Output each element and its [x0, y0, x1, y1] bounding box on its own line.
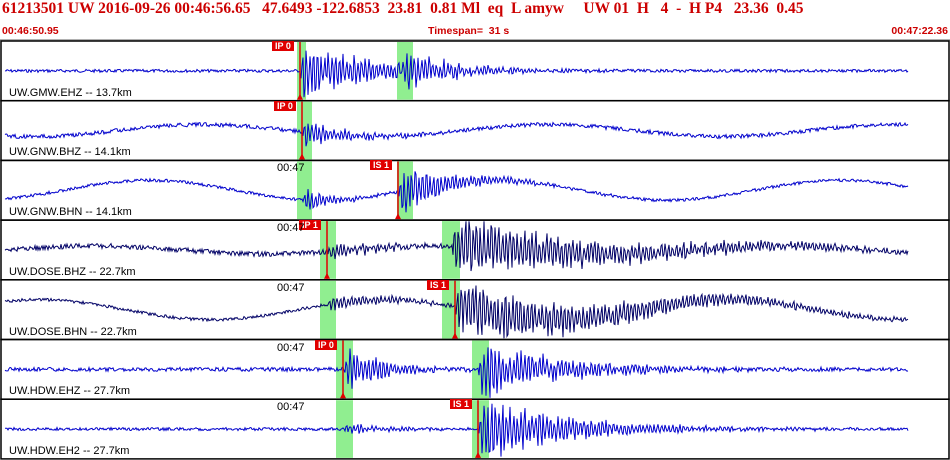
waveform-trace: [4, 347, 909, 398]
pick-label[interactable]: IP 1: [299, 220, 321, 231]
phase-window[interactable]: [320, 280, 336, 339]
station-channel-label: UW.GNW.BHZ -- 14.1km: [9, 146, 131, 159]
pick-arrow-icon: [452, 332, 458, 339]
phase-window[interactable]: [297, 161, 312, 220]
station-channel-label: UW.HDW.EHZ -- 27.7km: [9, 385, 131, 398]
station-channel-label: UW.GNW.BHN -- 14.1km: [9, 206, 132, 219]
waveform-trace: [4, 171, 909, 213]
start-time: 00:46:50.95: [2, 25, 59, 37]
station-channel-label: UW.HDW.EH2 -- 27.7km: [9, 444, 130, 457]
pick-arrow-icon: [475, 451, 481, 458]
trace-time-label: 00:47: [277, 401, 305, 414]
phase-window[interactable]: [297, 101, 312, 160]
waveform-trace: [4, 221, 909, 272]
pick-label[interactable]: IS 1: [427, 279, 450, 290]
pick-arrow-icon: [324, 272, 330, 279]
trace-row-frame: [0, 159, 950, 221]
waveform-trace: [4, 50, 909, 98]
trace-time-label: 00:47: [277, 162, 305, 175]
trace-time-label: 00:47: [277, 341, 305, 354]
waveform-trace: [5, 403, 909, 457]
pick-label[interactable]: IS 1: [370, 160, 393, 171]
pick-arrow-icon: [340, 392, 346, 399]
header-divider: [0, 39, 950, 41]
station-channel-label: UW.DOSE.BHN -- 22.7km: [9, 325, 137, 338]
trace-time-label: 00:47: [277, 222, 305, 235]
trace-row-frame: [0, 398, 950, 460]
pick-label[interactable]: IS 1: [450, 399, 473, 410]
pick-arrow-icon: [395, 213, 401, 220]
pick-label[interactable]: IP 0: [315, 339, 337, 350]
pick-arrow-icon: [297, 93, 303, 100]
phase-window[interactable]: [336, 340, 353, 399]
waveform-trace: [4, 121, 909, 147]
timespan-label: Timespan= 31 s: [428, 25, 510, 37]
event-title: 61213501 UW 2016-09-26 00:46:56.65 47.64…: [2, 0, 804, 17]
pick-arrow-icon: [299, 153, 305, 160]
station-channel-label: UW.GMW.EHZ -- 13.7km: [9, 86, 132, 99]
trace-row-frame: [0, 99, 950, 162]
pick-label[interactable]: IP 0: [274, 100, 296, 111]
phase-window[interactable]: [472, 340, 489, 399]
pick-label[interactable]: IP 0: [272, 41, 294, 51]
waveform-trace: [4, 285, 909, 339]
trace-time-label: 00:47: [277, 281, 305, 294]
header-bar: 61213501 UW 2016-09-26 00:46:56.65 47.64…: [0, 0, 950, 37]
station-channel-label: UW.DOSE.BHZ -- 22.7km: [9, 265, 136, 278]
end-time: 00:47:22.36: [891, 25, 948, 37]
phase-window[interactable]: [320, 221, 336, 279]
